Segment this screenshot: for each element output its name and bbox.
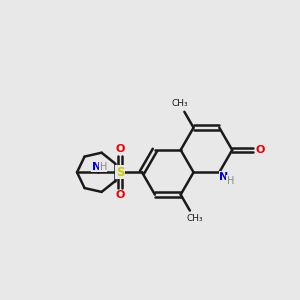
Text: O: O [115,190,124,200]
Text: CH₃: CH₃ [186,214,203,223]
Text: H: H [100,162,107,172]
Text: O: O [115,145,124,154]
Text: CH₃: CH₃ [171,99,188,108]
Text: N: N [219,172,228,182]
Text: O: O [256,145,265,155]
Text: S: S [116,166,124,179]
Text: H: H [227,176,234,186]
Text: N: N [92,162,101,172]
